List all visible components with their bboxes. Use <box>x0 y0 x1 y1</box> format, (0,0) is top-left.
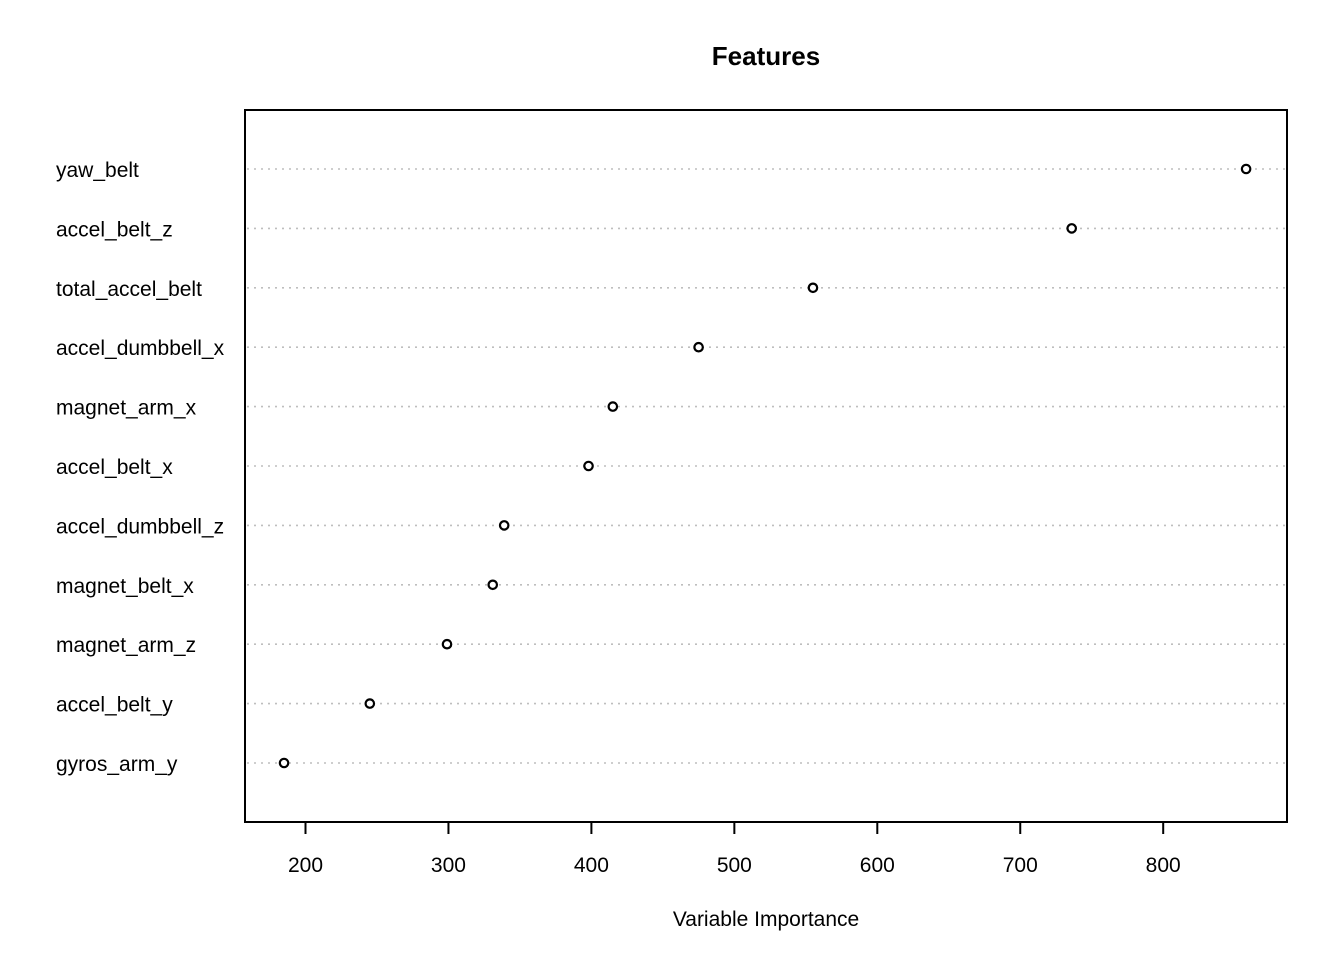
data-point <box>278 757 290 769</box>
data-points <box>278 163 1252 769</box>
grid-lines <box>247 168 1285 764</box>
data-point <box>1240 163 1252 175</box>
x-tick-label: 600 <box>860 854 895 877</box>
x-tick-label: 300 <box>431 854 466 877</box>
data-point <box>487 579 499 591</box>
category-labels: yaw_belt accel_belt_z total_accel_beltacce… <box>56 159 225 776</box>
category-label: magnet_arm_z <box>56 634 196 657</box>
data-point <box>1066 223 1078 234</box>
data-point <box>364 698 376 709</box>
plot-frame <box>244 109 1288 823</box>
x-axis-label: Variable Importance <box>673 908 859 931</box>
x-tick-label: 700 <box>1003 854 1038 877</box>
x-axis: 200 300 400 500 600 700 800 <box>288 822 1181 877</box>
data-point <box>498 520 510 531</box>
data-point <box>607 401 619 412</box>
category-label: total_accel_belt <box>56 278 202 301</box>
category-label: yaw_belt <box>56 159 139 182</box>
category-label: accel_dumbbell_x <box>56 337 225 360</box>
data-point <box>583 460 594 472</box>
category-label: accel_dumbbell_z <box>56 515 224 538</box>
data-point <box>441 638 453 650</box>
x-tick-label: 800 <box>1146 854 1181 877</box>
x-tick-label: 500 <box>717 854 752 877</box>
x-tick-label: 400 <box>574 854 609 877</box>
category-label: gyros_arm_y <box>56 753 178 776</box>
category-label: magnet_belt_x <box>56 575 194 598</box>
chart-title: Features <box>712 41 820 71</box>
data-point <box>693 341 704 353</box>
category-label: accel_belt_z <box>56 218 173 241</box>
category-label: accel_belt_x <box>56 456 173 479</box>
x-tick-label: 200 <box>288 854 323 877</box>
data-point <box>807 282 819 294</box>
category-label: magnet_arm_x <box>56 397 197 420</box>
category-label: accel_belt_y <box>56 694 173 717</box>
